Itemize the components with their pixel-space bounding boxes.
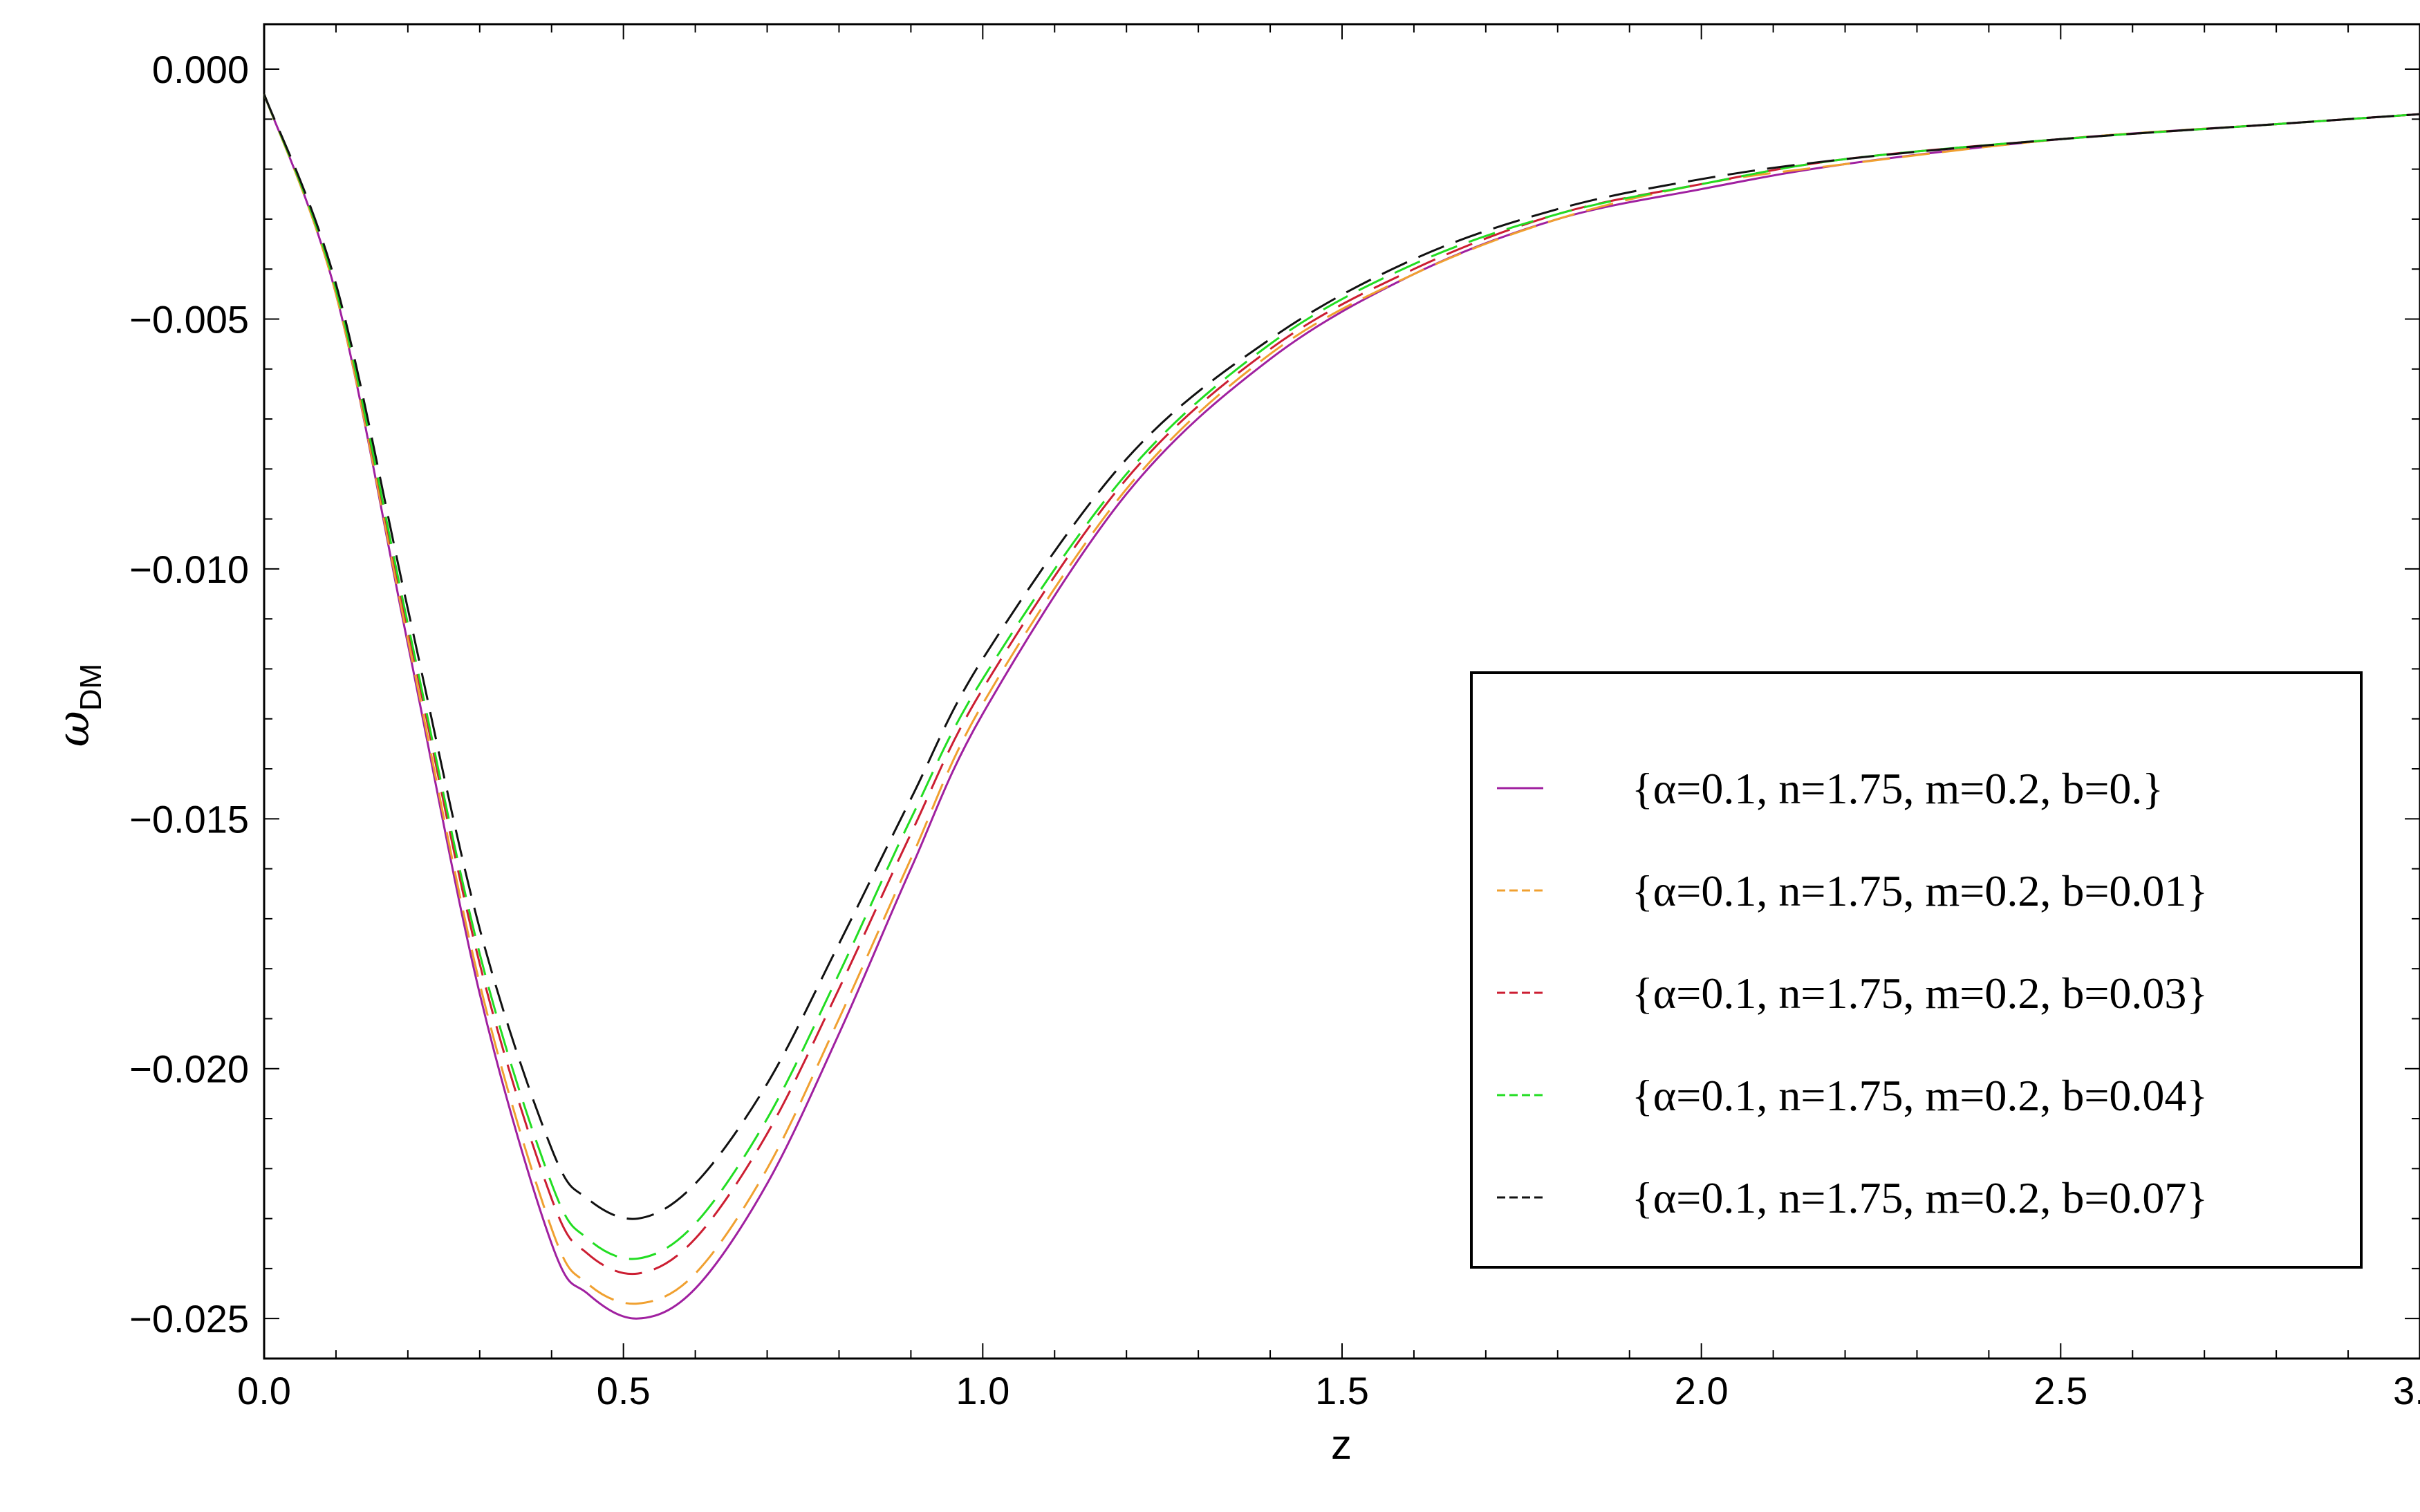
y-tick-label: −0.010 <box>129 548 249 591</box>
x-tick-label: 0.5 <box>597 1369 651 1412</box>
x-tick-label: 3.0 <box>2393 1369 2420 1412</box>
legend-items: {α=0.1, n=1.75, m=0.2, b=0.} {α=0.1, n=1.… <box>1497 764 2208 1222</box>
legend-label-4: {α=0.1, n=1.75, m=0.2, b=0.04} <box>1632 1071 2208 1120</box>
x-tick-label: 0.0 <box>237 1369 291 1412</box>
x-tick-label: 1.0 <box>956 1369 1009 1412</box>
y-tick-label: 0.000 <box>152 48 249 91</box>
legend: {α=0.1, n=1.75, m=0.2, b=0.} {α=0.1, n=1.… <box>1470 671 2363 1269</box>
series-line-4 <box>263 93 2420 1260</box>
y-tick-label: −0.020 <box>129 1047 249 1091</box>
tick-labels: 0.0 0.5 1.0 1.5 2.0 2.5 3.0 0.000 −0.005 −0.010 −0… <box>129 48 2420 1412</box>
series-lines <box>263 93 2420 1320</box>
legend-label-2: {α=0.1, n=1.75, m=0.2, b=0.01} <box>1632 866 2208 915</box>
legend-label-5: {α=0.1, n=1.75, m=0.2, b=0.07} <box>1632 1173 2208 1222</box>
x-tick-label: 2.0 <box>1675 1369 1729 1412</box>
legend-box <box>1470 671 2363 1269</box>
y-tick-label: −0.015 <box>129 797 249 841</box>
legend-label-1: {α=0.1, n=1.75, m=0.2, b=0.} <box>1632 764 2163 813</box>
y-axis-title-sub: DM <box>74 664 108 711</box>
y-axis-title: ωDM <box>48 664 108 747</box>
legend-label-3: {α=0.1, n=1.75, m=0.2, b=0.03} <box>1632 969 2208 1018</box>
y-axis-title-main: ω <box>48 711 100 747</box>
y-tick-label: −0.025 <box>129 1297 249 1341</box>
y-tick-label: −0.005 <box>129 297 249 341</box>
x-tick-label: 2.5 <box>2033 1369 2087 1412</box>
tick-marks <box>263 24 2420 1359</box>
x-tick-label: 1.5 <box>1315 1369 1369 1412</box>
x-axis-title: z <box>1331 1421 1352 1468</box>
series-line-5 <box>263 93 2420 1220</box>
